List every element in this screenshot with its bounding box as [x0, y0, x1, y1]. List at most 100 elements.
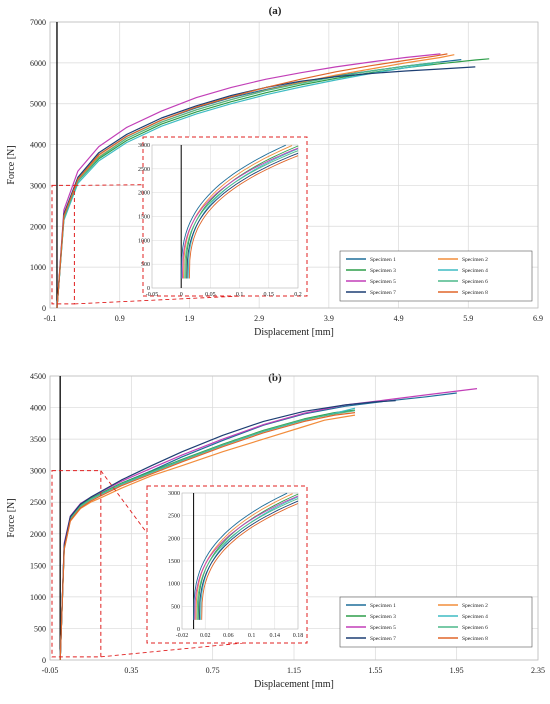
inset-x-tick-label: 0.15 — [264, 292, 275, 298]
plot-frame — [49, 21, 539, 309]
legend-label: Specimen 6 — [462, 279, 488, 285]
inset-x-tick-label: 0.05 — [205, 292, 216, 298]
y-tick-label: 6000 — [30, 59, 46, 68]
x-tick-label: 1.15 — [287, 666, 301, 675]
series-line-8 — [56, 53, 448, 309]
y-tick-label: 3000 — [30, 181, 46, 190]
inset-y-tick-label: 1000 — [138, 238, 150, 244]
x-tick-label: 1.9 — [184, 314, 194, 323]
legend-label: Specimen 1 — [370, 257, 396, 263]
inset-series-line-7 — [198, 500, 299, 620]
legend-label: Specimen 5 — [370, 625, 396, 631]
inset-series-line-8 — [188, 155, 299, 279]
panel-label: (b) — [268, 372, 282, 384]
zoom-connector — [100, 642, 244, 658]
inset-series-line-1 — [180, 144, 286, 279]
inset-y-tick-label: 1000 — [168, 582, 180, 588]
x-tick-label: 6.9 — [533, 314, 543, 323]
y-tick-label: 2500 — [30, 498, 46, 507]
inset-y-tick-label: 3000 — [168, 491, 180, 497]
y-tick-label: 4000 — [30, 141, 46, 150]
legend-box — [339, 250, 533, 302]
y-tick-label: 3000 — [30, 467, 46, 476]
y-tick-label: 4000 — [30, 404, 46, 413]
inset-series-line-6 — [184, 150, 299, 279]
inset-chart: -0.02 0.02 0.06 0.1 0.14 0.18 0 500 1000 1500 2000… — [168, 491, 303, 639]
series-line-8 — [59, 412, 356, 661]
x-tick-label: -0.1 — [44, 314, 57, 323]
y-tick-label: 2000 — [30, 530, 46, 539]
chart-panel-a: (a) -0.1 0.9 1.9 2.9 3.9 4.9 5.9 6.9 0 1000 2000 300… — [6, 5, 543, 338]
x-tick-label: 2.35 — [531, 666, 545, 675]
x-tick-label: -0.05 — [42, 666, 59, 675]
inset-y-tick-label: 2500 — [138, 167, 150, 173]
x-axis-title: Displacement [mm] — [254, 327, 334, 338]
inset-x-tick-label: 0.2 — [294, 292, 302, 298]
inset-y-tick-label: 2500 — [168, 514, 180, 520]
legend-label: Specimen 3 — [370, 268, 396, 274]
y-tick-label: 4500 — [30, 372, 46, 381]
inset-y-tick-label: 3000 — [138, 143, 150, 149]
x-tick-label: 0.35 — [124, 666, 138, 675]
x-tick-label: 0.9 — [115, 314, 125, 323]
x-tick-label: 3.9 — [324, 314, 334, 323]
x-tick-label: 5.9 — [463, 314, 473, 323]
y-tick-label: 5000 — [30, 100, 46, 109]
y-tick-label: 3500 — [30, 435, 46, 444]
legend-label: Specimen 2 — [462, 603, 488, 609]
legend: Specimen 1 Specimen 2 Specimen 3 Specimen 4… — [339, 250, 533, 302]
y-tick-label: 7000 — [30, 18, 46, 27]
inset-x-tick-label: 0.02 — [200, 633, 211, 639]
zoom-source-box — [51, 470, 102, 658]
legend-label: Specimen 8 — [462, 290, 488, 296]
series-line-5 — [56, 53, 441, 309]
inset-frame-axes — [151, 144, 299, 289]
inset-x-tick-label: 0.14 — [270, 633, 281, 639]
series-line-7 — [59, 400, 396, 661]
y-tick-label: 1000 — [30, 593, 46, 602]
chart-panel-b: (b) -0.05 0.35 0.75 1.15 1.55 1.95 2.35 0 500 1000… — [6, 372, 545, 690]
x-axis-title: Displacement [mm] — [254, 679, 334, 690]
inset-frame — [146, 485, 308, 644]
inset-y-tick-label: 0 — [147, 286, 150, 292]
plot-frame — [49, 375, 539, 661]
inset-y-tick-label: 2000 — [168, 536, 180, 542]
inset-series-line-8 — [201, 503, 299, 620]
y-tick-label: 500 — [34, 624, 46, 633]
series-line-7 — [56, 66, 476, 309]
legend-label: Specimen 7 — [370, 290, 396, 296]
x-tick-label: 4.9 — [394, 314, 404, 323]
inset-frame-axes — [181, 492, 299, 630]
inset-y-tick-label: 1500 — [138, 215, 150, 221]
legend-label: Specimen 2 — [462, 257, 488, 263]
inset-x-tick-label: -0.05 — [146, 292, 159, 298]
legend-label: Specimen 1 — [370, 603, 396, 609]
inset-y-tick-label: 500 — [141, 262, 150, 268]
x-tick-label: 1.95 — [450, 666, 464, 675]
inset-y-tick-label: 2000 — [138, 191, 150, 197]
inset-chart: -0.05 0 0.05 0.1 0.15 0.205001000150020002500… — [138, 143, 302, 298]
y-tick-label: 1500 — [30, 561, 46, 570]
legend-label: Specimen 7 — [370, 636, 396, 642]
inset-y-tick-label: 1500 — [168, 559, 180, 565]
inset-x-tick-label: 0.1 — [248, 633, 256, 639]
zoom-connector — [100, 470, 148, 534]
zoom-source-box — [51, 184, 75, 305]
y-tick-label: 0 — [42, 656, 46, 665]
inset-series-line-6 — [196, 498, 299, 620]
zoom-connector — [74, 184, 144, 186]
x-tick-label: 2.9 — [254, 314, 264, 323]
legend-label: Specimen 6 — [462, 625, 488, 631]
inset-series-line-1 — [193, 492, 288, 620]
x-tick-label: 0.75 — [206, 666, 220, 675]
inset-x-tick-label: 0.06 — [223, 633, 234, 639]
series-line-6 — [56, 61, 441, 309]
inset-series-line-5 — [194, 495, 299, 620]
inset-x-tick-label: 0.18 — [293, 633, 304, 639]
y-tick-label: 0 — [42, 304, 46, 313]
legend: Specimen 1 Specimen 2 Specimen 3 Specimen 4… — [339, 596, 533, 648]
x-tick-label: 1.55 — [368, 666, 382, 675]
y-axis-title: Force [N] — [6, 498, 17, 537]
inset-y-tick-label: 0 — [177, 627, 180, 633]
